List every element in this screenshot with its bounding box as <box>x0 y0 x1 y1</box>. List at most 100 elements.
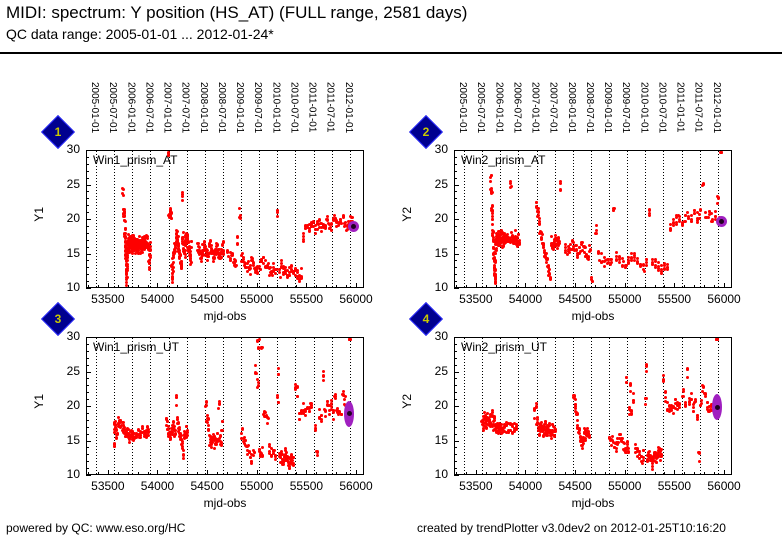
data-point <box>173 429 177 433</box>
data-point <box>217 407 221 411</box>
data-point <box>704 216 708 220</box>
data-point <box>544 422 548 426</box>
data-point <box>618 256 622 260</box>
data-point <box>183 251 187 255</box>
plot-area-1[interactable]: Win1_prism_AT <box>86 150 364 288</box>
data-point <box>498 234 502 238</box>
x-minor-tick <box>237 472 238 475</box>
data-point <box>220 429 224 433</box>
data-point <box>719 151 723 154</box>
data-point <box>175 418 179 422</box>
data-point <box>538 219 542 223</box>
data-point <box>584 438 588 442</box>
plot-area-4[interactable]: Win2_prism_UT <box>454 337 732 475</box>
data-point <box>486 411 490 415</box>
y-minor-tick <box>454 274 457 275</box>
data-point <box>288 461 292 465</box>
data-point <box>488 176 492 180</box>
data-point <box>204 403 208 407</box>
data-point <box>181 235 185 239</box>
y-axis-label: Y2 <box>400 394 414 409</box>
data-point <box>491 236 495 240</box>
data-point <box>491 411 495 415</box>
data-point <box>654 266 658 270</box>
data-point <box>710 219 714 223</box>
data-point <box>112 421 116 425</box>
data-point <box>166 424 170 428</box>
data-point <box>251 453 255 457</box>
data-point <box>580 243 584 247</box>
data-point <box>594 224 598 228</box>
data-point <box>145 236 149 240</box>
data-point <box>266 422 270 426</box>
data-point <box>189 260 193 264</box>
data-point <box>542 434 546 438</box>
y-minor-tick <box>454 385 457 386</box>
data-point <box>238 214 242 218</box>
y-tick-mark <box>454 185 459 186</box>
data-point <box>179 265 183 269</box>
data-point <box>256 346 260 350</box>
x-minor-tick <box>585 285 586 288</box>
data-point <box>125 281 129 285</box>
data-point <box>292 269 296 273</box>
grid-line <box>464 338 465 474</box>
data-point <box>248 264 252 268</box>
data-point <box>221 244 225 248</box>
data-point <box>292 464 296 468</box>
data-point <box>208 441 212 445</box>
data-point <box>554 239 558 243</box>
data-point <box>270 274 274 278</box>
data-point <box>482 421 486 425</box>
plot-area-2[interactable]: Win2_prism_AT <box>454 150 732 288</box>
x-tick-label: 54500 <box>190 479 224 493</box>
data-point <box>196 241 200 245</box>
data-point <box>577 431 581 435</box>
data-point <box>574 405 578 409</box>
data-point <box>351 216 355 220</box>
data-point <box>197 246 201 249</box>
grid-line <box>482 338 483 474</box>
data-point <box>208 443 212 447</box>
data-point <box>181 230 185 234</box>
data-point <box>337 413 341 417</box>
y-tick-label: 25 <box>434 363 448 378</box>
y-minor-tick <box>86 461 89 462</box>
data-point <box>557 239 561 243</box>
y-minor-tick <box>86 164 89 165</box>
data-point <box>574 249 578 253</box>
data-point <box>549 234 553 238</box>
data-point <box>691 405 695 409</box>
data-point <box>627 261 631 265</box>
data-point <box>171 430 175 434</box>
date-tick-label: 2008-01-01 <box>197 82 209 134</box>
data-point <box>244 438 248 442</box>
data-point <box>339 413 343 417</box>
data-point <box>341 214 345 218</box>
data-point <box>169 435 173 439</box>
data-point <box>492 256 496 260</box>
data-point <box>169 206 173 210</box>
x-minor-tick <box>88 285 89 288</box>
x-tick-label: 55500 <box>289 479 324 493</box>
data-point <box>182 435 186 439</box>
data-point <box>172 266 176 270</box>
y-minor-tick <box>454 434 457 435</box>
data-point <box>494 275 498 279</box>
data-point <box>200 255 204 259</box>
data-point <box>534 401 538 405</box>
data-point <box>173 425 177 428</box>
data-point <box>293 269 297 273</box>
data-point <box>168 214 172 218</box>
data-point <box>573 395 577 399</box>
data-point <box>631 400 635 404</box>
data-point <box>542 245 546 249</box>
data-point <box>177 242 181 246</box>
data-point <box>295 277 299 281</box>
plot-area-3[interactable]: Win1_prism_UT <box>86 337 364 475</box>
data-point <box>481 428 485 432</box>
x-minor-tick <box>545 472 546 475</box>
data-point <box>279 450 283 454</box>
data-point <box>123 218 127 222</box>
x-tick-mark <box>257 283 258 288</box>
